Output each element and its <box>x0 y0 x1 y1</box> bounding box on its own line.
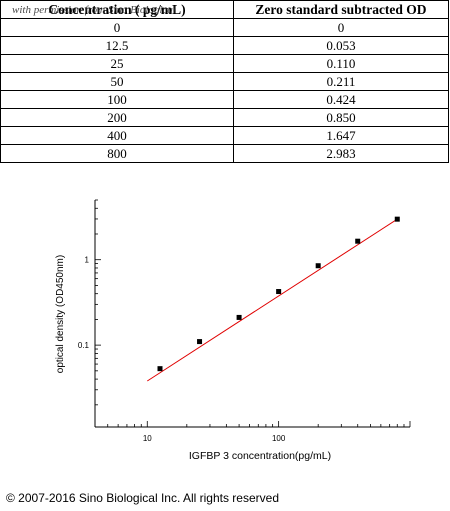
data-point <box>315 263 321 269</box>
data-points <box>157 216 400 372</box>
y-axis-label: optical density (OD450nm) <box>55 255 66 373</box>
data-point <box>276 289 282 295</box>
cell-od: 0 <box>233 18 449 37</box>
cell-concentration: 100 <box>0 90 234 109</box>
chart-axes: 0.1 1 10 100 <box>78 199 411 443</box>
table-row: 400 1.647 <box>0 126 449 145</box>
cell-od: 0.053 <box>233 36 449 55</box>
cell-concentration: 12.5 <box>0 36 234 55</box>
fit-line-group <box>147 218 398 382</box>
table-row: 100 0.424 <box>0 90 449 109</box>
cell-od: 2.983 <box>233 144 449 163</box>
header-od: Zero standard subtracted OD <box>233 0 449 19</box>
table-row: 12.5 0.053 <box>0 36 449 55</box>
x-tick-label: 100 <box>272 434 286 443</box>
cell-od: 0.850 <box>233 108 449 127</box>
cell-od: 0.110 <box>233 54 449 73</box>
table-row: 0 0 <box>0 18 449 37</box>
table-row: 200 0.850 <box>0 108 449 127</box>
cell-od: 1.647 <box>233 126 449 145</box>
table-header-row: Concentration ( pg/mL) Zero standard sub… <box>0 0 449 19</box>
standard-curve-chart: 0.1 1 10 100 IGFBP 3 concentration(pg/mL) o… <box>0 190 450 480</box>
cell-od: 0.424 <box>233 90 449 109</box>
data-point <box>394 216 400 222</box>
table-row: 800 2.983 <box>0 144 449 163</box>
data-point <box>197 339 203 345</box>
cell-concentration: 25 <box>0 54 234 73</box>
table-row: 25 0.110 <box>0 54 449 73</box>
y-tick-label: 1 <box>85 256 90 265</box>
cell-od: 0.211 <box>233 72 449 91</box>
copyright-text: © 2007-2016 Sino Biological Inc. All rig… <box>6 491 279 505</box>
cell-concentration: 400 <box>0 126 234 145</box>
table-row: 50 0.211 <box>0 72 449 91</box>
data-point <box>236 314 242 320</box>
data-point <box>157 366 163 372</box>
fit-line <box>147 218 398 382</box>
cell-concentration: 50 <box>0 72 234 91</box>
y-tick-label: 0.1 <box>78 341 90 350</box>
data-point <box>355 238 361 244</box>
x-axis-label: IGFBP 3 concentration(pg/mL) <box>189 450 331 462</box>
chart-svg: 0.1 1 10 100 IGFBP 3 concentration(pg/mL) o… <box>55 199 411 462</box>
cell-concentration: 200 <box>0 108 234 127</box>
standard-curve-table: Concentration ( pg/mL) Zero standard sub… <box>0 0 449 163</box>
cell-concentration: 0 <box>0 18 234 37</box>
header-concentration: Concentration ( pg/mL) <box>0 0 234 19</box>
cell-concentration: 800 <box>0 144 234 163</box>
x-tick-label: 10 <box>143 434 152 443</box>
